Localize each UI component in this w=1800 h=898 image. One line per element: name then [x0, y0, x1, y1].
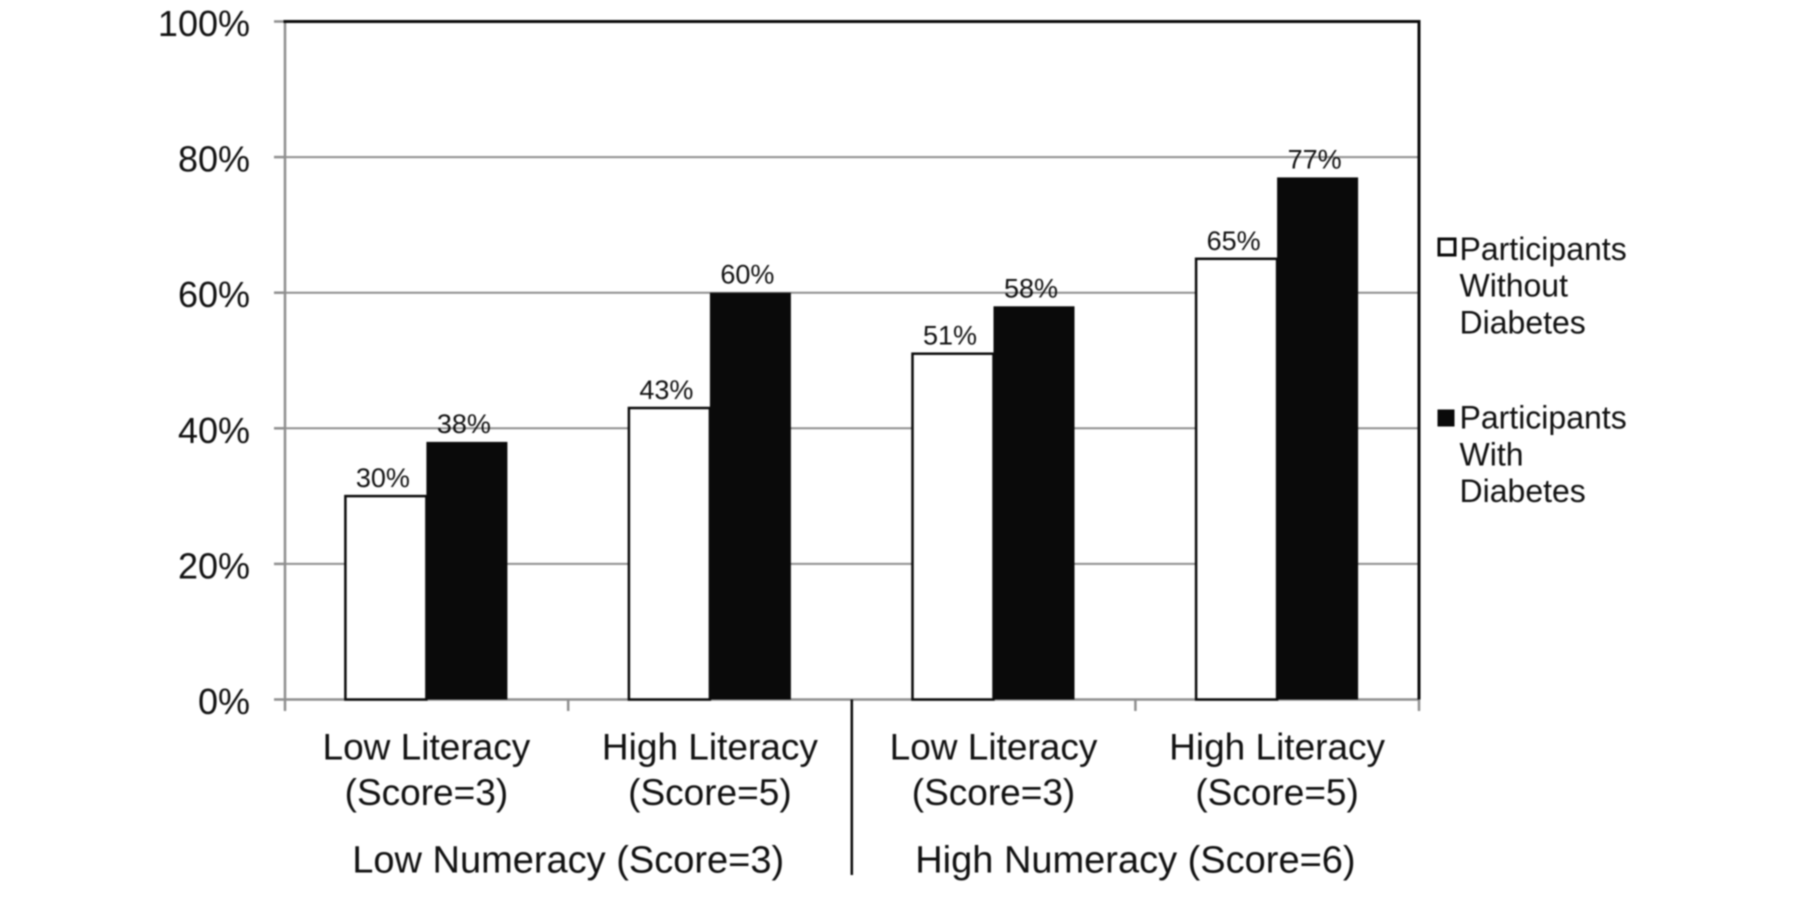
svg-text:51%: 51% [923, 321, 977, 351]
svg-text:100%: 100% [158, 3, 250, 44]
svg-text:38%: 38% [437, 409, 491, 439]
svg-text:80%: 80% [178, 139, 250, 180]
svg-text:High Literacy: High Literacy [1169, 727, 1385, 768]
svg-text:Diabetes: Diabetes [1460, 473, 1586, 509]
svg-text:60%: 60% [178, 274, 250, 315]
svg-text:With: With [1460, 436, 1524, 472]
svg-text:Participants: Participants [1460, 400, 1627, 436]
svg-text:Low Literacy: Low Literacy [890, 727, 1098, 768]
svg-text:High Numeracy (Score=6): High Numeracy (Score=6) [915, 840, 1355, 882]
svg-text:20%: 20% [178, 545, 250, 586]
svg-text:Without: Without [1460, 268, 1569, 304]
svg-text:Low Literacy: Low Literacy [323, 727, 531, 768]
svg-text:(Score=3): (Score=3) [345, 772, 508, 813]
svg-text:(Score=5): (Score=5) [628, 772, 791, 813]
svg-text:High Literacy: High Literacy [602, 727, 818, 768]
svg-text:0%: 0% [198, 681, 250, 722]
svg-text:40%: 40% [178, 410, 250, 451]
svg-text:Low Numeracy (Score=3): Low Numeracy (Score=3) [352, 840, 784, 882]
svg-text:60%: 60% [720, 260, 774, 290]
svg-text:Diabetes: Diabetes [1460, 304, 1586, 340]
svg-text:77%: 77% [1288, 144, 1342, 174]
svg-text:43%: 43% [639, 375, 693, 405]
svg-text:58%: 58% [1004, 273, 1058, 303]
svg-text:(Score=3): (Score=3) [912, 772, 1075, 813]
svg-text:65%: 65% [1207, 226, 1261, 256]
svg-text:(Score=5): (Score=5) [1195, 772, 1358, 813]
svg-text:Participants: Participants [1460, 231, 1627, 267]
svg-text:30%: 30% [356, 463, 410, 493]
